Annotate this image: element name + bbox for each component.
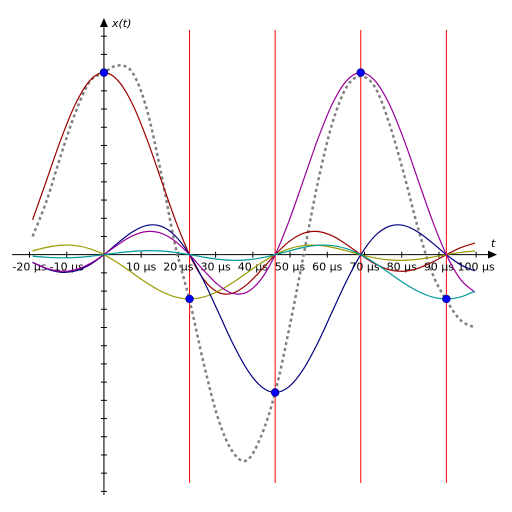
sample-point bbox=[99, 68, 109, 77]
x-tick-label: 20 µs bbox=[163, 261, 193, 274]
signal-line bbox=[32, 244, 476, 300]
signal-line bbox=[32, 224, 476, 394]
x-tick-label: -20 µs bbox=[12, 261, 46, 274]
sample-point bbox=[356, 68, 365, 77]
x-axis-label: t bbox=[491, 237, 496, 250]
x-tick-label: 10 µs bbox=[126, 261, 156, 274]
x-tick-label: 50 µs bbox=[275, 261, 305, 274]
x-tick-label: 60 µs bbox=[312, 261, 342, 274]
signal-line bbox=[32, 72, 476, 295]
signal-line bbox=[32, 244, 475, 300]
x-tick-label: 30 µs bbox=[200, 261, 230, 274]
x-axis-arrow bbox=[488, 250, 497, 259]
sample-point bbox=[442, 294, 451, 304]
y-axis-label: x(t) bbox=[111, 17, 131, 30]
y-axis-arrow bbox=[99, 18, 108, 27]
signal-line bbox=[31, 64, 476, 463]
x-tick-label: 70 µs bbox=[349, 261, 379, 274]
sample-point bbox=[185, 294, 194, 304]
sample-point bbox=[270, 388, 280, 397]
x-tick-label: 100 µs bbox=[458, 261, 495, 274]
